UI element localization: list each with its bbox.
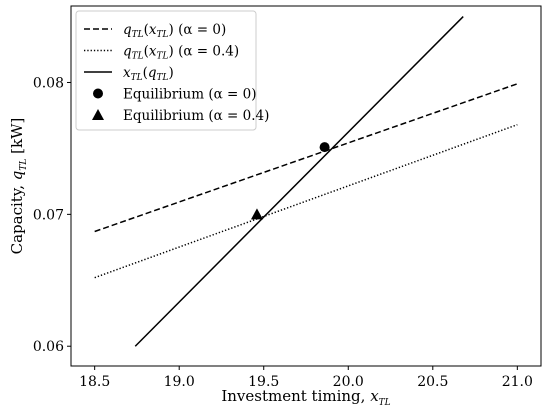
legend-label-part: TL <box>157 73 169 83</box>
legend-label-part: TL <box>157 30 169 40</box>
x-tick-label: 19.0 <box>164 374 195 390</box>
legend-label-part: TL <box>131 73 143 83</box>
legend-label-part: ( <box>144 22 149 38</box>
legend-item: qTL(xTL) (α = 0) <box>84 22 226 40</box>
y-axis-label-main: Capacity, <box>8 180 26 254</box>
legend-item: xTL(qTL) <box>84 65 174 83</box>
legend-label-part: (α = 0.4) <box>174 44 239 60</box>
legend-label-part: q <box>148 65 157 81</box>
legend-label-part: x <box>149 22 157 38</box>
x-axis-ticks: 18.5 19.0 19.5 20.0 20.5 21.0 <box>79 366 533 390</box>
legend-marker-triangle <box>92 109 104 120</box>
equilibrium-marker-circle <box>319 142 330 153</box>
plot-markers <box>250 142 330 220</box>
plot-lines <box>94 16 518 347</box>
legend-label-part: ) <box>169 44 174 60</box>
legend-label-part: ( <box>143 65 148 81</box>
legend-label-part: ) <box>169 22 174 38</box>
legend-label-part: ( <box>144 44 149 60</box>
legend-label-part: TL <box>157 52 169 62</box>
series-line-solid <box>134 16 464 347</box>
legend-item: qTL(xTL) (α = 0.4) <box>84 44 239 62</box>
x-axis-label: Investment timing, xTL <box>221 387 390 408</box>
legend-item: Equilibrium (α = 0) <box>93 87 256 103</box>
legend-label-part: TL <box>132 52 144 62</box>
x-tick-label: 18.5 <box>79 374 110 390</box>
legend-marker-circle <box>93 88 103 99</box>
legend-label-part: q <box>123 22 132 38</box>
legend-label-part: x <box>149 44 157 60</box>
legend: qTL(xTL) (α = 0)qTL(xTL) (α = 0.4)xTL(qT… <box>75 10 269 131</box>
x-axis-label-main: Investment timing, <box>221 387 370 405</box>
y-tick-label: 0.07 <box>33 207 64 223</box>
y-axis-ticks: 0.06 0.07 0.08 <box>33 75 71 355</box>
y-axis-label-sub: TL <box>19 159 29 171</box>
plot-frame <box>70 5 542 367</box>
legend-label: qTL(xTL) (α = 0) <box>123 22 226 40</box>
legend-label-part: q <box>123 44 132 60</box>
legend-label: qTL(xTL) (α = 0.4) <box>123 44 239 62</box>
x-tick-label: 20.0 <box>333 374 364 390</box>
legend-label-part: (α = 0) <box>174 22 226 38</box>
legend-label: xTL(qTL) <box>123 65 174 83</box>
y-tick-label: 0.06 <box>33 339 64 355</box>
x-axis-label-sub: TL <box>379 398 391 408</box>
y-axis-label-var: q <box>8 171 26 181</box>
y-tick-label: 0.08 <box>33 75 64 91</box>
x-tick-label: 19.5 <box>248 374 279 390</box>
legend-label-part: TL <box>132 30 144 40</box>
x-tick-label: 21.0 <box>502 374 533 390</box>
legend-box <box>75 10 257 131</box>
x-axis-label-var: x <box>370 387 379 405</box>
legend-label: Equilibrium (α = 0) <box>123 87 256 103</box>
legend-item: Equilibrium (α = 0.4) <box>92 108 269 124</box>
x-tick-label: 20.5 <box>417 374 448 390</box>
legend-label-part: ) <box>169 65 174 81</box>
series-line-dashed <box>94 83 518 233</box>
equilibrium-marker-triangle <box>250 208 263 220</box>
legend-label-part: x <box>123 65 131 81</box>
y-axis-label: Capacity, qTL [kW] <box>8 118 29 255</box>
series-line-dotted <box>94 123 518 279</box>
y-axis-label-unit: [kW] <box>8 118 26 159</box>
legend-label: Equilibrium (α = 0.4) <box>123 108 269 124</box>
